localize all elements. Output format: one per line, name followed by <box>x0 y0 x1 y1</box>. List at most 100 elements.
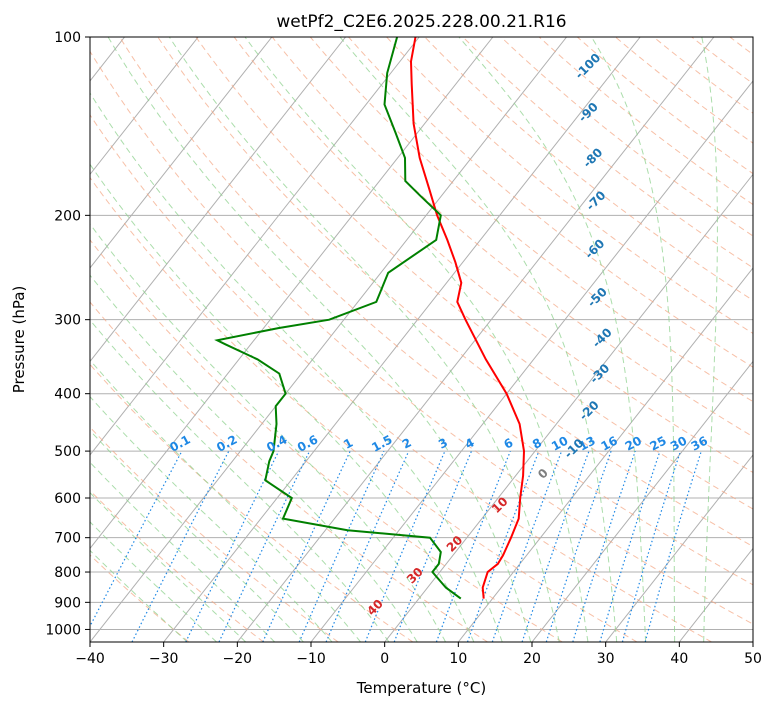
dry-adiabat-line <box>348 37 753 368</box>
isotherm-line <box>384 173 753 642</box>
dry-adiabat-line <box>90 426 339 642</box>
x-axis-title: Temperature (°C) <box>356 679 486 697</box>
isotherm-line <box>310 80 753 642</box>
isotherm-line <box>457 267 753 642</box>
moist-adiabat-line <box>90 461 276 642</box>
dry-adiabat-line <box>424 37 753 302</box>
moist-adiabat-label: -30 <box>587 361 612 386</box>
isotherm-line <box>90 37 273 269</box>
axes: −40 −30 −20 −10 0 10 20 30 40 5010009008007006005… <box>45 30 762 667</box>
isotherm-line <box>752 641 753 642</box>
moist-adiabat-line <box>90 521 217 642</box>
mixing-ratio-line <box>298 450 385 642</box>
dry-adiabat-line <box>90 239 563 642</box>
x-tick-label: 50 <box>744 651 762 667</box>
moist-adiabat-line <box>90 549 188 642</box>
dry-adiabat-line <box>90 114 712 642</box>
dry-adiabat-line <box>768 37 775 642</box>
y-tick-label: 600 <box>54 491 81 507</box>
x-tick-label: 20 <box>523 651 541 667</box>
mixing-ratio-label: 30 <box>668 433 689 453</box>
moist-adiabat-line <box>168 37 560 642</box>
moist-adiabat-line <box>90 223 447 642</box>
moist-adiabat-line <box>90 395 333 642</box>
x-tick-label: 10 <box>449 651 467 667</box>
isotherm-line <box>90 37 420 456</box>
x-tick-label: 0 <box>380 651 389 667</box>
moist-adiabat-line <box>90 319 390 642</box>
mixing-ratio-line <box>621 450 682 642</box>
mixing-ratio-line <box>466 450 540 642</box>
isotherm-line <box>163 37 641 642</box>
y-tick-label: 900 <box>54 595 81 611</box>
moist-adiabat-label: -50 <box>585 285 610 310</box>
y-tick-label: 100 <box>54 30 81 46</box>
dry-adiabat-line <box>90 554 190 642</box>
dry-adiabat-line <box>538 37 753 206</box>
isotherm-line <box>90 37 346 363</box>
mixing-ratio-line <box>521 450 590 642</box>
isotherm-line <box>90 37 567 642</box>
mixing-ratio-line <box>325 450 410 642</box>
moist-adiabat-label: -40 <box>590 325 615 350</box>
isotherm-line <box>90 37 199 176</box>
mixing-ratio-label: 6 <box>502 435 516 451</box>
dry-adiabat-line <box>691 37 753 85</box>
x-tick-label: 40 <box>670 651 688 667</box>
mixing-ratio-label: 4 <box>463 435 477 451</box>
moist-adiabat-label: -80 <box>580 145 605 170</box>
mixing-ratio-line <box>131 450 230 642</box>
x-tick-label: 30 <box>597 651 615 667</box>
dry-adiabat-line <box>309 37 753 403</box>
dry-adiabat-line <box>90 50 753 625</box>
mixing-ratio-line <box>90 450 183 628</box>
moist-adiabat-label: -70 <box>583 188 608 213</box>
mixing-ratio-label: 16 <box>599 433 620 453</box>
moist-adiabat-label: 20 <box>444 533 466 555</box>
y-tick-label: 1000 <box>45 622 81 638</box>
isotherm-line <box>90 37 494 550</box>
plot-frame <box>89 36 754 643</box>
mixing-ratio-label: 8 <box>530 435 544 451</box>
moist-adiabat-line <box>591 37 676 642</box>
y-tick-label: 300 <box>54 313 81 329</box>
moist-adiabat-line <box>90 163 475 642</box>
dry-adiabat-line <box>90 301 488 642</box>
dry-adiabat-line <box>271 37 753 438</box>
moist-adiabat-label: -100 <box>572 51 603 82</box>
background-lines <box>90 37 775 642</box>
y-tick-label: 200 <box>54 208 81 224</box>
dry-adiabat-line <box>195 37 753 510</box>
dry-adiabat-line <box>462 37 753 269</box>
mixing-ratio-line <box>218 450 311 642</box>
moist-adiabat-line <box>90 359 361 642</box>
dry-adiabat-line <box>90 176 638 642</box>
moist-adiabat-line <box>90 274 418 642</box>
moist-adiabat-line <box>107 37 532 642</box>
dry-adiabat-line <box>615 37 753 144</box>
mixing-ratio-line <box>572 450 636 642</box>
dry-adiabat-line <box>233 37 753 474</box>
mixing-ratio-line <box>545 450 612 642</box>
moist-adiabat-label: -60 <box>582 236 607 261</box>
moist-adiabat-line <box>90 92 503 642</box>
moist-adiabat-label: 40 <box>364 597 386 619</box>
moist-adiabat-line <box>701 37 718 642</box>
isotherm-line <box>605 454 753 642</box>
mixing-ratio-label: 25 <box>647 433 668 453</box>
dry-adiabat-line <box>119 37 753 586</box>
x-tick-label: −30 <box>149 651 179 667</box>
dry-adiabat-line <box>157 37 753 548</box>
temperature-profile <box>409 37 526 599</box>
dry-adiabat-line <box>729 37 753 56</box>
moist-adiabat-line <box>458 37 647 642</box>
mixing-ratio-line <box>644 450 702 642</box>
moist-adiabat-label: 30 <box>404 565 426 587</box>
x-tick-label: −10 <box>296 651 326 667</box>
mixing-ratio-line <box>185 450 280 642</box>
dry-adiabat-line <box>576 37 753 175</box>
mixing-ratio-line <box>599 450 661 642</box>
chart-title: wetPf2_C2E6.2025.228.00.21.R16 <box>276 12 566 32</box>
mixing-ratio-line <box>262 450 351 642</box>
